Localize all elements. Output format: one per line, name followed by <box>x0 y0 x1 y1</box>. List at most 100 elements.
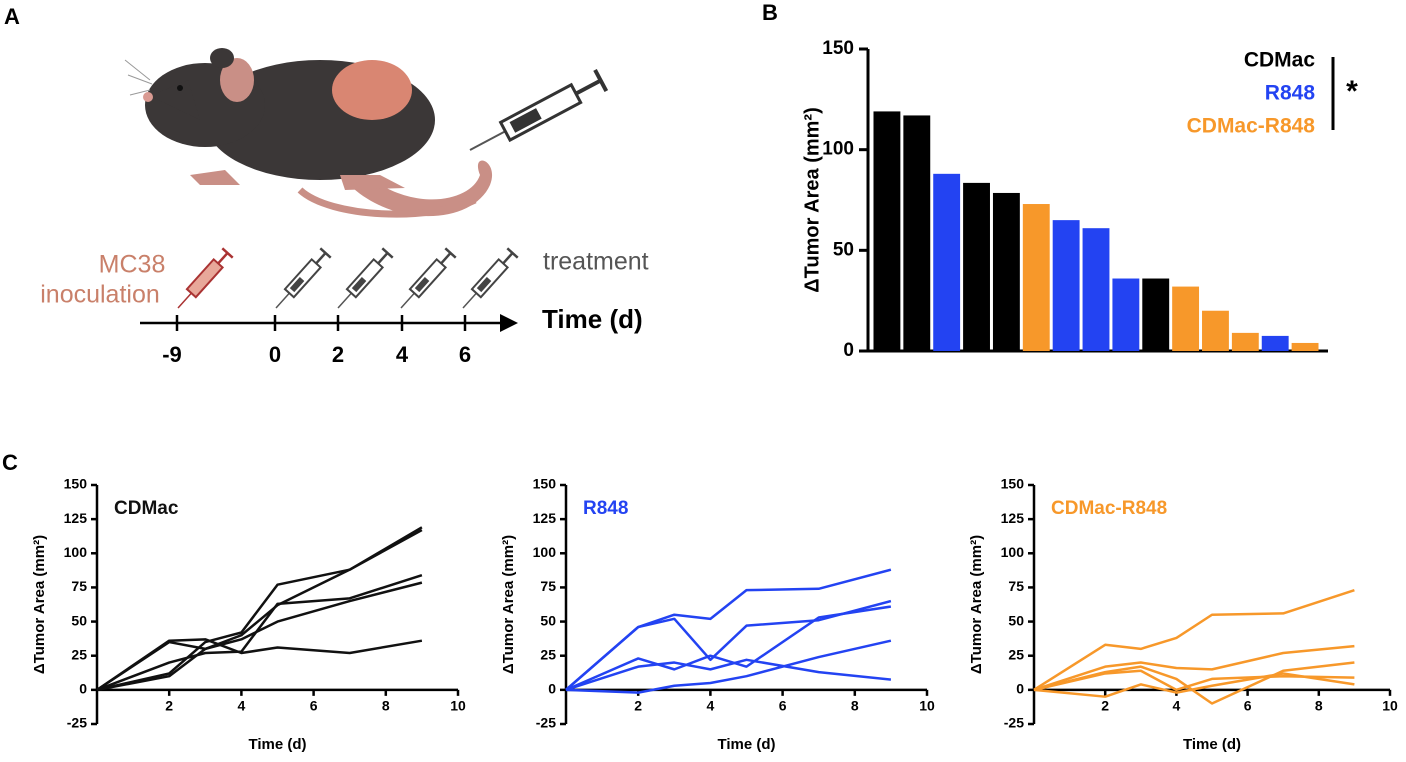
y-tick-label: 0 <box>843 340 854 361</box>
x-tick-label: 2 <box>165 698 173 714</box>
bar <box>873 111 901 351</box>
eye <box>177 85 183 91</box>
series-line <box>96 528 423 692</box>
time-axis-label: Time (d) <box>542 304 643 334</box>
series-line <box>96 573 423 692</box>
y-tick-label: -25 <box>67 715 87 731</box>
x-tick-label: 4 <box>238 698 246 714</box>
panel-label: A <box>4 4 20 29</box>
y-tick-label: 100 <box>64 544 88 560</box>
y-tick-label: 50 <box>71 612 87 628</box>
y-tick-label: 50 <box>1008 612 1024 628</box>
ear <box>210 48 234 68</box>
syringe <box>462 247 519 309</box>
x-tick-label: 4 <box>707 698 715 714</box>
bar <box>963 182 990 351</box>
x-axis-label: Time (d) <box>717 736 775 753</box>
series-line <box>96 638 423 691</box>
y-tick-label: 150 <box>1001 476 1025 492</box>
syringe <box>275 247 332 309</box>
bar <box>1022 204 1050 351</box>
y-tick-label: 125 <box>1001 510 1025 526</box>
bar <box>1261 335 1289 351</box>
x-tick-label: 10 <box>1382 698 1398 714</box>
chart-title: CDMac-R848 <box>1051 498 1167 519</box>
y-tick-label: 150 <box>822 38 854 59</box>
syringe <box>400 247 457 309</box>
y-axis-label: ΔTumor Area (mm²) <box>31 535 48 674</box>
nose <box>143 92 153 102</box>
mouse-illustration <box>124 48 493 218</box>
y-tick-label: 125 <box>64 510 88 526</box>
tail <box>297 187 477 218</box>
bar <box>1052 220 1080 351</box>
y-tick-label: 75 <box>71 578 87 594</box>
series-line <box>565 658 892 692</box>
timeline-label: 6 <box>459 342 471 367</box>
series-line <box>1033 588 1355 691</box>
inoculation-label: MC38 <box>99 251 166 279</box>
y-tick-label: 125 <box>533 510 557 526</box>
y-tick-label: 75 <box>540 578 556 594</box>
bar <box>903 115 931 351</box>
bar <box>1231 332 1259 351</box>
legend-entry: CDMac-R848 <box>1187 115 1316 138</box>
paw <box>190 170 240 185</box>
timeline-label: 0 <box>269 342 281 367</box>
series-line <box>96 581 423 691</box>
y-tick-label: -25 <box>536 715 556 731</box>
series-line <box>565 605 892 692</box>
x-tick-label: 10 <box>450 698 466 714</box>
legend-entry: CDMac <box>1244 49 1316 72</box>
y-tick-label: 25 <box>71 646 87 662</box>
y-tick-label: 75 <box>1008 578 1024 594</box>
timeline-label: 4 <box>396 342 409 367</box>
syringe <box>337 247 394 309</box>
series-line <box>565 639 892 694</box>
syringe <box>177 247 234 309</box>
x-tick-label: 2 <box>634 698 642 714</box>
x-tick-label: 6 <box>310 698 318 714</box>
y-tick-label: 50 <box>540 612 556 628</box>
y-axis-label: ΔTumor Area (mm²) <box>968 535 985 674</box>
series-line <box>1033 672 1355 698</box>
x-tick-label: 10 <box>919 698 935 714</box>
bar <box>1082 228 1110 351</box>
annotation: * <box>1346 75 1358 108</box>
series-line <box>1033 669 1355 692</box>
x-tick-label: 8 <box>851 698 859 714</box>
bar <box>1112 278 1140 351</box>
inoculation-label: inoculation <box>40 281 160 309</box>
bar <box>933 173 961 351</box>
y-tick-label: 25 <box>1008 646 1024 662</box>
bar <box>992 192 1020 351</box>
series-line <box>565 568 892 691</box>
y-tick-label: 50 <box>833 239 854 260</box>
panel-label: B <box>762 0 778 25</box>
x-tick-label: 2 <box>1101 698 1109 714</box>
bar <box>1142 278 1170 351</box>
y-tick-label: 100 <box>533 544 557 560</box>
x-tick-label: 4 <box>1173 698 1181 714</box>
y-axis-label: ΔTumor Area (mm²) <box>801 107 823 293</box>
y-tick-label: 0 <box>79 681 87 697</box>
legend-entry: R848 <box>1265 82 1316 105</box>
series-line <box>565 599 892 691</box>
series-line <box>1033 661 1355 705</box>
y-tick-label: 0 <box>1016 681 1024 697</box>
x-tick-label: 8 <box>382 698 390 714</box>
y-tick-label: 150 <box>64 476 88 492</box>
paw <box>340 175 405 190</box>
y-tick-label: 0 <box>548 681 556 697</box>
panel-label: C <box>2 450 18 475</box>
series-line <box>1033 644 1355 692</box>
ear <box>220 58 254 102</box>
chart-title: CDMac <box>114 498 179 519</box>
timeline-label: 2 <box>332 342 344 367</box>
timeline-ticks <box>175 315 467 331</box>
timeline-label: -9 <box>162 342 182 367</box>
y-tick-label: 100 <box>1001 544 1025 560</box>
y-axis-label: ΔTumor Area (mm²) <box>500 535 517 674</box>
bar <box>1291 342 1319 351</box>
